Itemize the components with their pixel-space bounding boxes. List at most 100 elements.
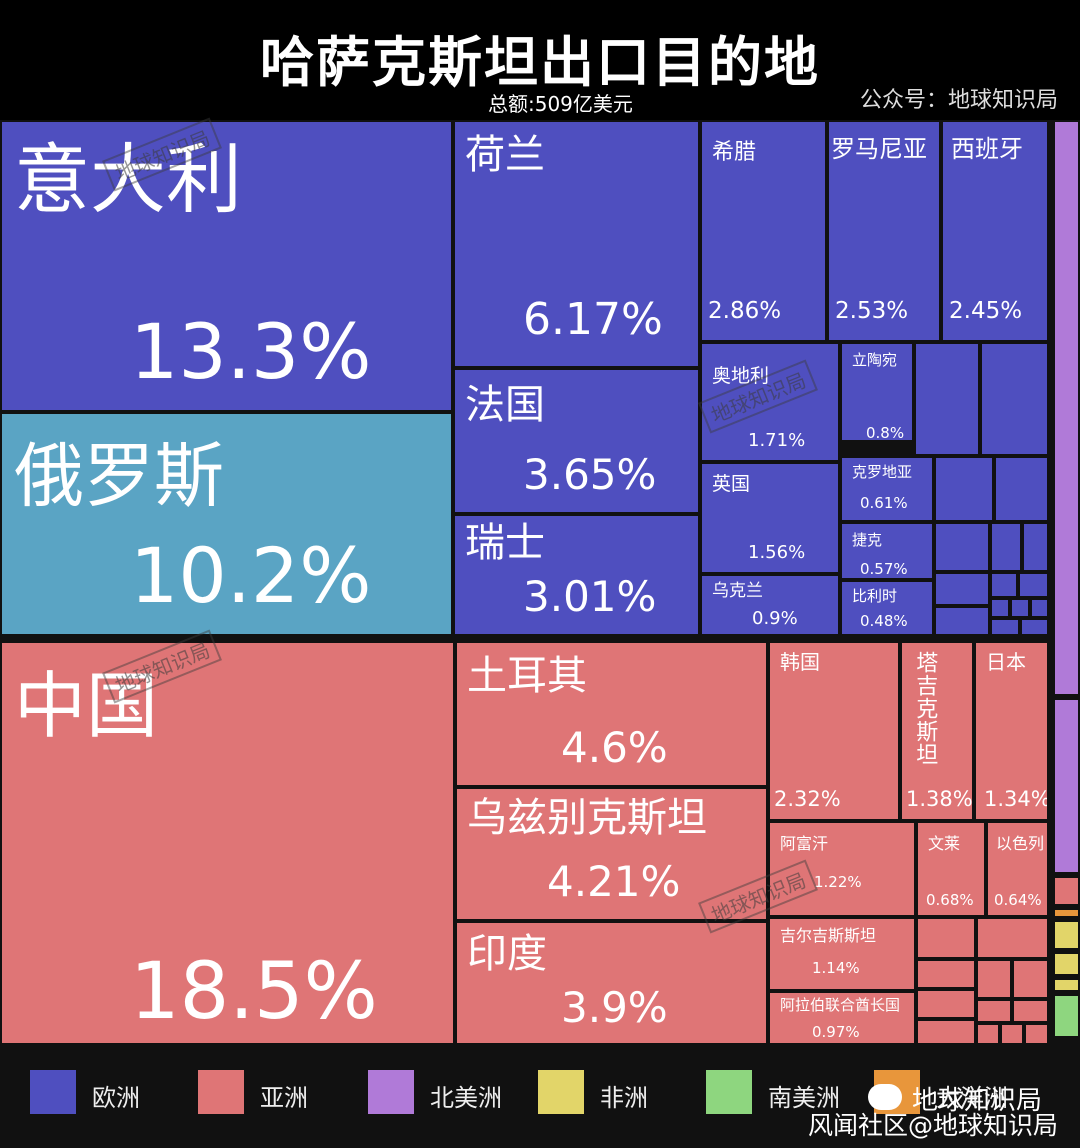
cell-value-label: 3.01% — [523, 572, 657, 621]
treemap-cell-minor — [1010, 598, 1030, 618]
treemap-cell-minor — [934, 606, 990, 636]
cell-country-label: 韩国 — [780, 650, 820, 674]
treemap-cell: 以色列 0.64% — [986, 821, 1049, 917]
treemap-cell: 日本 1.34% — [974, 641, 1049, 821]
cell-value-label: 3.9% — [561, 983, 668, 1032]
treemap-cell-minor — [1053, 952, 1080, 976]
treemap-cell-minor — [990, 572, 1018, 598]
cell-value-label: 0.57% — [860, 560, 908, 578]
cell-country-label: 以色列 — [996, 834, 1045, 853]
cell-country-label: 希腊 — [712, 140, 757, 165]
cell-country-label: 日本 — [986, 650, 1026, 674]
treemap-cell-minor — [976, 1023, 1000, 1045]
cell-value-label: 6.17% — [523, 294, 663, 345]
cell-value-label: 1.22% — [814, 873, 862, 891]
treemap-cell-minor — [1030, 598, 1049, 618]
legend-swatch — [30, 1070, 76, 1114]
cell-value-label: 10.2% — [130, 531, 372, 620]
treemap-cell-minor — [916, 917, 976, 959]
treemap-cell-minor — [914, 342, 980, 456]
cell-value-label: 0.61% — [860, 494, 908, 512]
cell-country-label: 捷克 — [852, 531, 883, 549]
treemap-cell: 比利时 0.48% — [840, 580, 934, 636]
treemap-cell-minor — [1053, 920, 1080, 950]
treemap-cell-minor — [916, 989, 976, 1019]
treemap-cell-minor — [1012, 999, 1049, 1023]
cell-value-label: 4.6% — [561, 723, 668, 772]
treemap-cell-minor — [1000, 1023, 1024, 1045]
treemap-cell-minor — [934, 522, 990, 572]
treemap-cell: 克罗地亚 0.61% — [840, 456, 934, 522]
cell-country-label: 阿拉伯联合酋长国 — [780, 996, 901, 1014]
treemap-cell: 土耳其 4.6% — [455, 641, 768, 787]
treemap-cell: 阿拉伯联合酋长国 0.97% — [768, 991, 916, 1045]
cell-country-label: 克罗地亚 — [852, 463, 913, 481]
cell-value-label: 1.14% — [812, 959, 860, 977]
footer-watermark: 风闻社区@地球知识局 — [808, 1111, 1059, 1140]
treemap-cell: 捷克 0.57% — [840, 522, 934, 580]
treemap-cell-minor — [1053, 120, 1080, 696]
cell-country-label: 乌兹别克斯坦 — [467, 795, 707, 841]
treemap-cell: 罗马尼亚 2.53% — [827, 120, 941, 342]
treemap-cell-minor — [990, 522, 1022, 572]
treemap-cell: 瑞士 3.01% — [453, 514, 700, 636]
cell-country-label: 文莱 — [928, 834, 961, 853]
treemap-cell: 韩国 2.32% — [768, 641, 900, 821]
treemap-cell: 塔吉克斯坦 1.38% — [900, 641, 974, 821]
cell-value-label: 0.9% — [752, 608, 798, 629]
cell-country-label: 乌克兰 — [712, 581, 763, 601]
cell-value-label: 0.97% — [812, 1023, 860, 1041]
treemap-cell: 奥地利 1.71% — [700, 342, 840, 462]
treemap-cell-minor — [994, 456, 1049, 522]
treemap-cell: 意大利 13.3% — [0, 120, 453, 412]
cell-country-label: 西班牙 — [951, 135, 1023, 163]
cell-country-label: 罗马尼亚 — [831, 135, 927, 163]
treemap-cell: 西班牙 2.45% — [941, 120, 1049, 342]
cell-country-label: 英国 — [712, 473, 751, 495]
legend-label: 大洋洲 — [936, 1084, 1008, 1112]
cell-country-label: 荷兰 — [465, 132, 545, 178]
cell-country-label: 阿富汗 — [780, 834, 829, 853]
treemap-cell: 中国 18.5% — [0, 641, 455, 1045]
cell-country-label: 法国 — [465, 382, 545, 428]
treemap-cell-minor — [1053, 994, 1080, 1038]
cell-value-label: 18.5% — [130, 947, 378, 1037]
legend-swatch — [538, 1070, 584, 1114]
treemap-cell-minor — [934, 456, 994, 522]
wechat-icon — [868, 1084, 902, 1110]
treemap-cell-minor — [1018, 572, 1049, 598]
legend-swatch — [198, 1070, 244, 1114]
legend-label: 北美洲 — [430, 1084, 502, 1112]
treemap-cell: 希腊 2.86% — [700, 120, 827, 342]
treemap-cell-minor — [1022, 522, 1049, 572]
treemap-cell-minor — [990, 598, 1010, 618]
cell-value-label: 1.56% — [748, 542, 806, 563]
treemap-cell-minor — [980, 342, 1049, 456]
treemap-cell-minor — [934, 572, 990, 606]
treemap-cell: 乌兹别克斯坦 4.21% — [455, 787, 768, 921]
treemap-cell-minor — [916, 959, 976, 989]
treemap-cell: 俄罗斯 10.2% — [0, 412, 453, 636]
treemap-cell-minor — [1024, 1023, 1049, 1045]
cell-value-label: 0.64% — [994, 891, 1042, 909]
cell-country-label: 瑞士 — [465, 520, 545, 566]
cell-value-label: 13.3% — [130, 307, 372, 396]
treemap-cell: 立陶宛 0.8% — [840, 342, 914, 442]
cell-value-label: 1.71% — [748, 430, 806, 451]
legend-swatch — [706, 1070, 752, 1114]
cell-value-label: 0.68% — [926, 891, 974, 909]
cell-value-label: 4.21% — [547, 857, 681, 906]
treemap-cell-minor — [976, 999, 1012, 1023]
cell-value-label: 0.48% — [860, 612, 908, 630]
cell-value-label: 2.45% — [949, 298, 1023, 324]
source-label: 公众号：地球知识局 — [859, 88, 1058, 113]
cell-value-label: 1.38% — [906, 787, 973, 811]
legend-label: 南美洲 — [768, 1084, 840, 1112]
treemap-cell-minor — [1053, 908, 1080, 918]
cell-value-label: 2.32% — [774, 787, 841, 811]
legend-label: 非洲 — [600, 1084, 648, 1112]
cell-country-label: 中国 — [14, 664, 159, 748]
chart-title: 哈萨克斯坦出口目的地 — [260, 31, 820, 94]
cell-country-label: 俄罗斯 — [14, 435, 224, 517]
cell-country-label: 吉尔吉斯斯坦 — [780, 926, 877, 945]
